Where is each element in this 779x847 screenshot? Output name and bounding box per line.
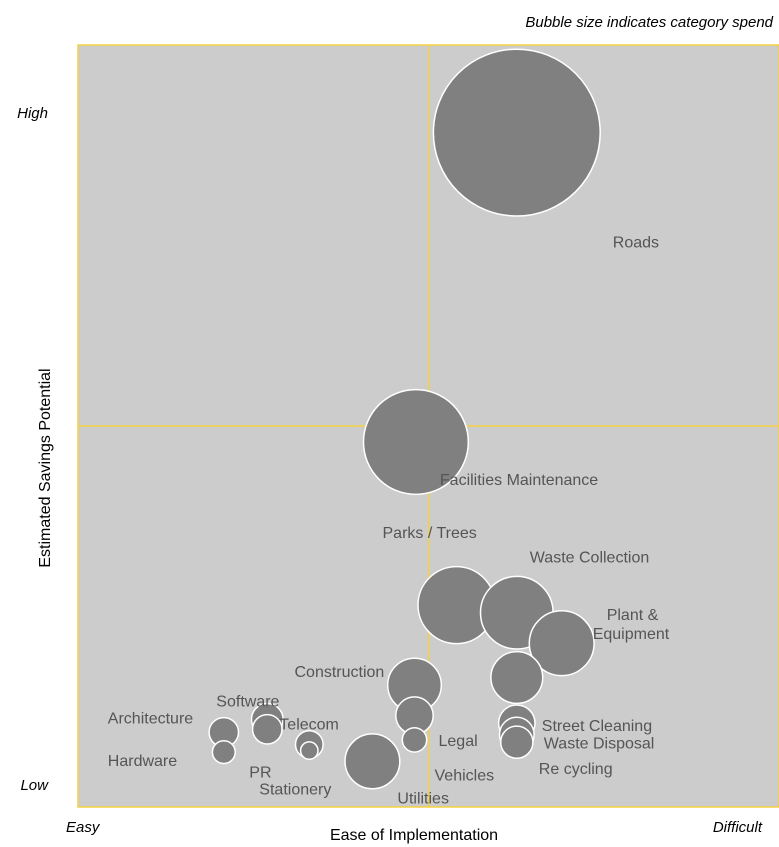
label-construction: Construction (295, 664, 385, 681)
bubble-roads (432, 48, 601, 217)
label-hardware: Hardware (108, 753, 177, 770)
x-tick-low: Easy (66, 819, 101, 836)
bubble-pr (299, 741, 319, 761)
label-legal: Legal (439, 733, 478, 750)
bubble-unlabeled-6 (490, 650, 544, 705)
bubble-legal (401, 726, 428, 753)
label-vehicles: Vehicles (435, 767, 495, 784)
bubble-unlabeled-14 (251, 713, 283, 745)
label-pr: PR (249, 765, 271, 782)
y-tick-low: Low (20, 777, 49, 794)
label-roads: Roads (613, 235, 659, 252)
label-utilities: Utilities (397, 790, 449, 807)
label-waste-collection: Waste Collection (530, 550, 649, 567)
bubble-hardware (211, 739, 236, 765)
chart-note: Bubble size indicates category spend (525, 14, 773, 31)
label-software: Software (216, 693, 279, 710)
label-waste-disposal: Waste Disposal (544, 736, 655, 753)
bubble-utilities (344, 733, 401, 790)
y-tick-high: High (17, 105, 48, 122)
label-architecture: Architecture (108, 710, 193, 727)
bubble-re-cycling (499, 725, 534, 760)
bubble-facilities-maintenance (362, 388, 470, 496)
label-facilities-maintenance: Facilities Maintenance (440, 472, 598, 489)
label-plant-equipment: Plant & Equipment (593, 607, 670, 643)
x-axis-title: Ease of Implementation (330, 827, 498, 844)
x-tick-high: Difficult (713, 819, 763, 836)
label-re-cycling: Re cycling (539, 761, 613, 778)
label-telecom: Telecom (279, 717, 339, 734)
label-parks-trees: Parks / Trees (383, 525, 477, 542)
bubble-labels: Roads Facilities Maintenance Parks / Trees… (108, 235, 670, 808)
bubble-series (208, 48, 601, 790)
label-stationery: Stationery (259, 782, 331, 799)
label-street-cleaning: Street Cleaning (542, 718, 652, 735)
y-axis-title: Estimated Savings Potential (37, 368, 54, 567)
bubble-plant-equipment (528, 610, 595, 677)
